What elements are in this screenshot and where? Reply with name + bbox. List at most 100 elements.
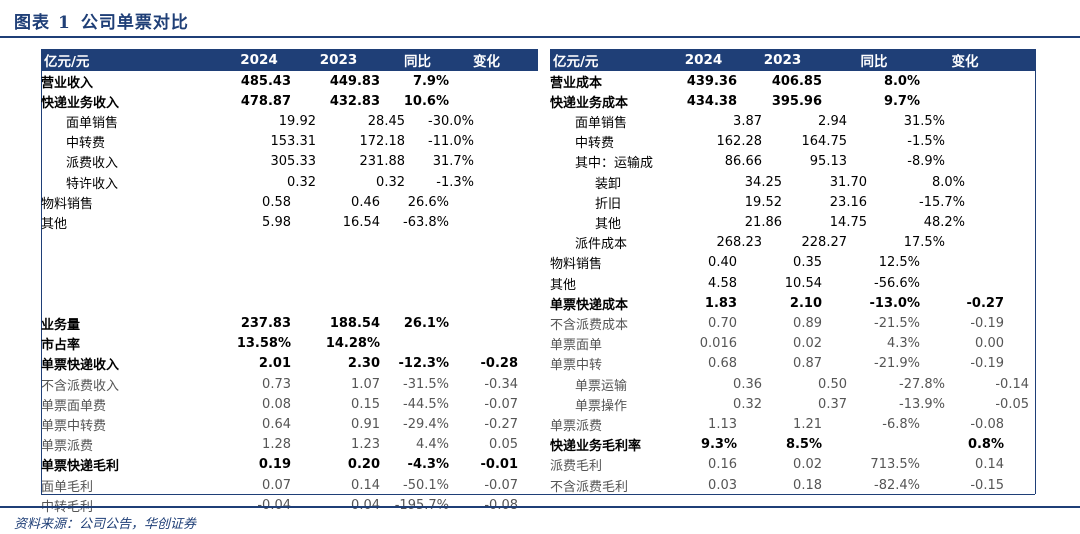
value-yoy: -12.3%: [398, 356, 450, 372]
value-2024: 86.66: [724, 154, 762, 170]
value-2024: 0.16: [708, 457, 737, 473]
row-label: 单票运输: [575, 378, 628, 394]
value-yoy: -56.6%: [874, 275, 920, 291]
table-row: 中转毛利-0.040.04-195.7%-0.08: [41, 495, 538, 515]
row-label: 面单销售: [66, 115, 119, 131]
value-2023: 0.35: [793, 255, 822, 271]
table-row: 营业成本 439.36 406.85 8.0%: [550, 71, 1035, 91]
value-yoy: 713.5%: [870, 457, 920, 473]
table-row: [41, 253, 538, 273]
value-2024: 3.87: [733, 113, 762, 129]
value-2024: 434.38: [686, 93, 737, 109]
value-yoy: 12.5%: [878, 255, 920, 271]
value-yoy: -6.8%: [882, 416, 920, 432]
value-2024: 0.70: [708, 315, 737, 331]
value-yoy: 10.6%: [403, 93, 449, 109]
value-yoy: -27.8%: [899, 376, 945, 392]
table-row: 营业收入 485.43 449.83 7.9%: [41, 71, 538, 91]
value-2023: 0.15: [351, 396, 380, 412]
value-yoy: -44.5%: [403, 396, 449, 412]
row-label: 单票派费: [41, 439, 94, 455]
value-2023: 1.21: [793, 416, 822, 432]
value-yoy: 9.7%: [883, 93, 920, 109]
value-2024: 13.58%: [236, 336, 291, 352]
value-2023: 14.75: [829, 214, 867, 230]
header-row-left: 亿元/元 2024 2023 同比 变化: [41, 49, 538, 71]
value-2023: 16.54: [342, 214, 380, 230]
value-yoy: -82.4%: [874, 477, 920, 493]
value-change: -0.07: [484, 477, 518, 493]
value-yoy: -11.0%: [428, 134, 474, 150]
value-yoy: -21.5%: [874, 315, 920, 331]
figure-number: 1: [58, 13, 71, 33]
header-row-right: 亿元/元 2024 2023 同比 变化: [550, 49, 1035, 71]
value-yoy: 8.0%: [931, 174, 965, 190]
value-2024: 237.83: [240, 315, 291, 331]
value-change: -0.05: [995, 396, 1029, 412]
value-2023: 1.23: [351, 437, 380, 453]
table-row: 单票中转费 0.64 0.91 -29.4% -0.27: [41, 414, 538, 434]
value-2023: 432.83: [329, 93, 380, 109]
row-label: 业务量: [41, 317, 81, 333]
value-yoy: 17.5%: [903, 235, 945, 251]
table-row: [41, 293, 538, 313]
value-2024: 0.40: [708, 255, 737, 271]
table-row: 单票快递收入 2.01 2.30 -12.3% -0.28: [41, 354, 538, 374]
value-yoy: -31.5%: [403, 376, 449, 392]
table-row: 不含派费成本 0.70 0.89 -21.5% -0.19: [550, 313, 1035, 333]
table-row: 派费收入 305.33 231.88 31.7%: [41, 152, 538, 172]
header-2023: 2023: [763, 52, 802, 68]
row-label: 快递业务成本: [550, 95, 629, 111]
value-2024: 1.28: [262, 437, 291, 453]
value-2023: 31.70: [829, 174, 867, 190]
value-2023: 0.18: [793, 477, 822, 493]
value-change: 0.8%: [967, 437, 1004, 453]
header-2023: 2023: [319, 52, 358, 68]
value-2023: 164.75: [801, 134, 848, 150]
row-label: 其他: [41, 216, 68, 232]
table-row: 快递业务毛利率 9.3% 8.5% 0.8%: [550, 435, 1035, 455]
value-2024: 0.68: [708, 356, 737, 372]
top-rule: [0, 36, 1080, 38]
value-yoy: -8.9%: [907, 154, 945, 170]
table-row: 不含派费毛利 0.03 0.18 -82.4% -0.15: [550, 475, 1035, 495]
value-change: 0.14: [975, 457, 1004, 473]
table-row: 业务量 237.83 188.54 26.1%: [41, 313, 538, 333]
row-label: 单票快递毛利: [41, 459, 120, 475]
value-2023: 231.88: [359, 154, 406, 170]
row-label: 不含派费收入: [41, 378, 120, 394]
figure-caption: 公司单票对比: [80, 13, 189, 33]
value-yoy: 48.2%: [923, 214, 965, 230]
source-note: 资料来源：公司公告，华创证券: [14, 517, 197, 532]
table-row: 其他 5.98 16.54 -63.8%: [41, 212, 538, 232]
row-label: 派费毛利: [550, 459, 603, 475]
value-yoy: -1.5%: [907, 134, 945, 150]
row-label: 中转费: [575, 136, 615, 152]
table-row: 单票面单费 0.08 0.15 -44.5% -0.07: [41, 394, 538, 414]
value-change: -0.19: [970, 315, 1004, 331]
row-label: 面单销售: [575, 115, 628, 131]
value-yoy: -29.4%: [403, 416, 449, 432]
header-yoy: 同比: [404, 54, 431, 70]
value-yoy: 4.3%: [886, 336, 920, 352]
value-2023: 0.32: [376, 174, 405, 190]
value-2024: 0.36: [733, 376, 762, 392]
value-2023: 449.83: [329, 73, 380, 89]
value-yoy: -13.0%: [869, 295, 921, 311]
value-yoy: -195.7%: [380, 498, 449, 513]
value-2023: 28.45: [367, 113, 405, 129]
table-row: 面单销售 3.87 2.94 31.5%: [550, 111, 1035, 131]
value-2023: 14.28%: [325, 336, 380, 352]
table-row: [41, 273, 538, 293]
value-2024: 34.25: [744, 174, 782, 190]
table-row: 派费毛利 0.16 0.02 713.5% 0.14: [550, 455, 1035, 475]
row-label: 其他: [550, 277, 577, 293]
row-label: 单票派费: [550, 418, 603, 434]
row-label: 单票面单费: [41, 398, 107, 414]
value-yoy: -13.9%: [899, 396, 945, 412]
value-yoy: -63.8%: [403, 214, 449, 230]
value-2024: 0.64: [262, 416, 291, 432]
value-change: -0.28: [480, 356, 518, 372]
value-yoy: 31.7%: [432, 154, 474, 170]
value-2024: 2.01: [258, 356, 291, 372]
